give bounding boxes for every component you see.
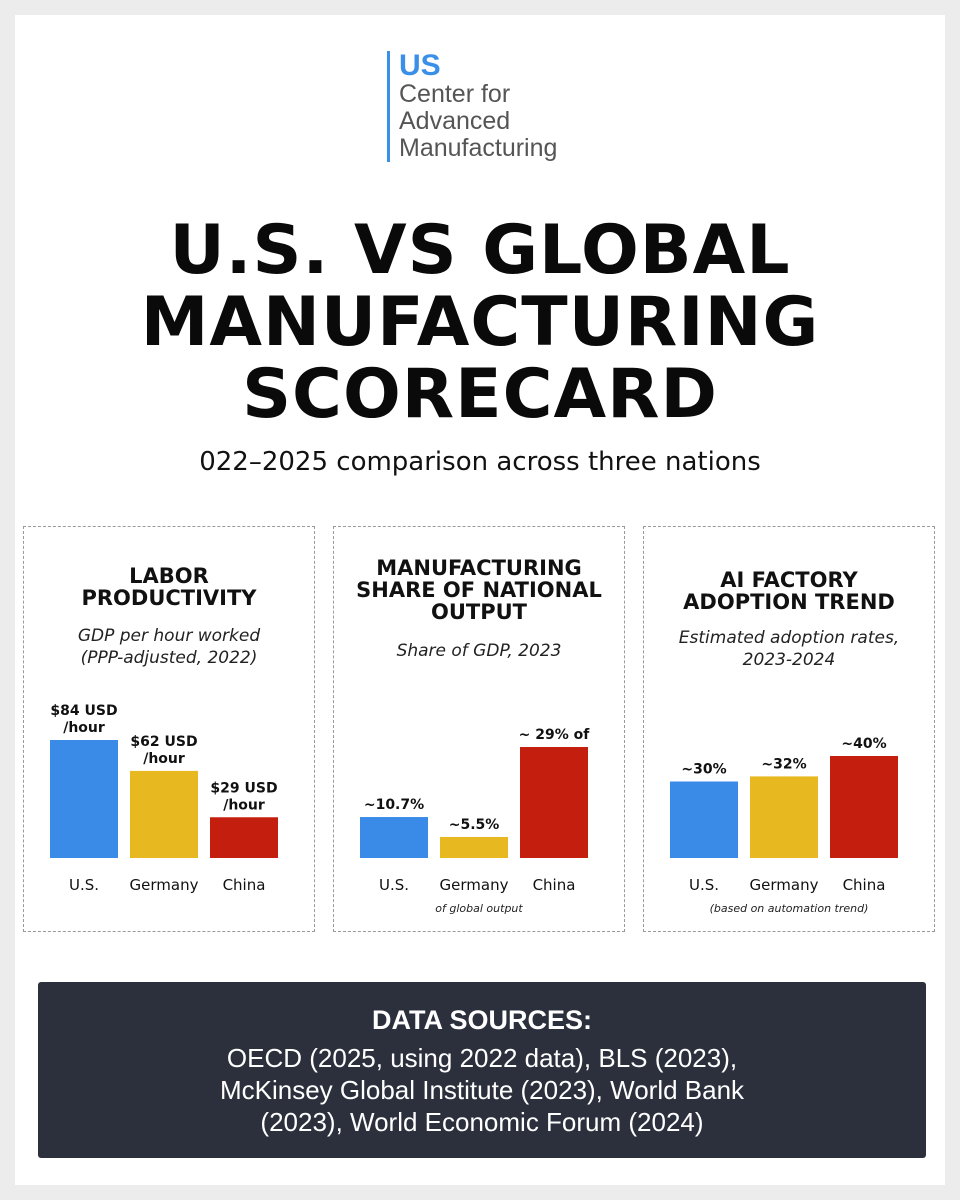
data-label-us: ~10.7% <box>364 797 424 813</box>
panel-title-line: LABOR <box>129 564 209 588</box>
data-label-germany: /hour <box>143 751 185 767</box>
panel-title-line: AI FACTORY <box>720 568 858 592</box>
panel-subtitle-line: (PPP-adjusted, 2022) <box>80 648 258 668</box>
logo-line-1: Center for <box>399 80 511 108</box>
category-label-us: U.S. <box>379 876 409 894</box>
bar-chart-labor-productivity: $84 USD/hour U.S. $62 USD/hour Germany $29 U… <box>50 703 278 894</box>
data-label-germany: ~5.5% <box>449 817 500 833</box>
bar-germany <box>130 770 198 858</box>
bar-germany <box>750 776 818 858</box>
panel-manufacturing-share: MANUFACTURING SHARE OF NATIONAL OUTPUT S… <box>333 526 625 932</box>
page-subtitle: 022–2025 comparison across three nations <box>199 447 761 477</box>
panel-title-line: PRODUCTIVITY <box>81 586 257 610</box>
bar-chart-ai-adoption: ~30% U.S. ~32% Germany ~40% China <box>670 736 898 894</box>
data-label-china: $29 USD <box>210 780 277 796</box>
panel-title-line: OUTPUT <box>431 600 527 624</box>
panel-title-line: MANUFACTURING <box>376 556 582 580</box>
panel-title-line: ADOPTION TREND <box>683 590 895 614</box>
panel-subtitle-line: Estimated adoption rates, <box>678 628 900 648</box>
data-label-china: ~ 29% of <box>519 727 591 743</box>
panel-subtitle-line: 2023-2024 <box>742 650 836 670</box>
bar-china <box>210 817 278 858</box>
category-label-china: China <box>533 876 576 894</box>
logo-us: US <box>399 49 441 82</box>
data-label-china: /hour <box>223 797 265 813</box>
bar-us <box>670 781 738 858</box>
panel-subtitle: Share of GDP, 2023 <box>334 640 624 662</box>
title-line-1: U.S. VS GLOBAL <box>169 211 791 290</box>
panel-title: MANUFACTURING SHARE OF NATIONAL OUTPUT <box>334 557 624 623</box>
chart-note: of global output <box>435 902 523 915</box>
data-label-china: ~40% <box>841 736 886 752</box>
panel-labor-productivity: LABOR PRODUCTIVITY GDP per hour worked (… <box>23 526 315 932</box>
bar-germany <box>440 836 508 858</box>
bar-china <box>830 756 898 858</box>
logo-line-3: Manufacturing <box>399 134 558 162</box>
bar-us <box>50 740 118 858</box>
data-label-germany: $62 USD <box>130 734 197 750</box>
panel-subtitle-line: GDP per hour worked <box>77 626 261 646</box>
panel-title: AI FACTORY ADOPTION TREND <box>644 569 934 613</box>
category-label-us: U.S. <box>689 876 719 894</box>
category-label-germany: Germany <box>130 876 199 894</box>
category-label-germany: Germany <box>750 876 819 894</box>
category-label-us: U.S. <box>69 876 99 894</box>
data-sources-box: DATA SOURCES: OECD (2025, using 2022 dat… <box>38 982 926 1158</box>
logo: US Center for Advanced Manufacturing <box>387 51 557 162</box>
panel-title-line: SHARE OF NATIONAL <box>356 578 602 602</box>
category-label-china: China <box>223 876 266 894</box>
data-sources-title: DATA SOURCES: <box>372 1005 592 1035</box>
data-label-germany: ~32% <box>761 756 806 772</box>
category-label-china: China <box>843 876 886 894</box>
panel-title: LABOR PRODUCTIVITY <box>24 565 314 609</box>
data-label-us: /hour <box>63 720 105 736</box>
bar-us <box>360 817 428 858</box>
title-line-3: SCORECARD <box>242 355 718 434</box>
logo-line-2: Advanced <box>399 107 511 135</box>
data-label-us: $84 USD <box>50 703 117 719</box>
bar-china <box>520 747 588 858</box>
panel-subtitle: Estimated adoption rates, 2023-2024 <box>644 627 934 671</box>
category-label-germany: Germany <box>440 876 509 894</box>
page-title: U.S. VS GLOBAL MANUFACTURING SCORECARD <box>15 215 945 431</box>
title-line-2: MANUFACTURING <box>140 283 820 362</box>
panel-ai-adoption: AI FACTORY ADOPTION TREND Estimated adop… <box>643 526 935 932</box>
bar-chart-manufacturing-share: ~10.7% U.S. ~5.5% Germany ~ 29% of China <box>360 727 591 894</box>
data-sources-text: OECD (2025, using 2022 data), BLS (2023)… <box>219 1043 745 1137</box>
panel-subtitle-line: Share of GDP, 2023 <box>396 641 562 661</box>
chart-note: (based on automation trend) <box>709 902 869 915</box>
scorecard-card: US Center for Advanced Manufacturing U.S… <box>15 15 945 1185</box>
data-label-us: ~30% <box>681 762 726 778</box>
panel-subtitle: GDP per hour worked (PPP-adjusted, 2022) <box>24 625 314 669</box>
